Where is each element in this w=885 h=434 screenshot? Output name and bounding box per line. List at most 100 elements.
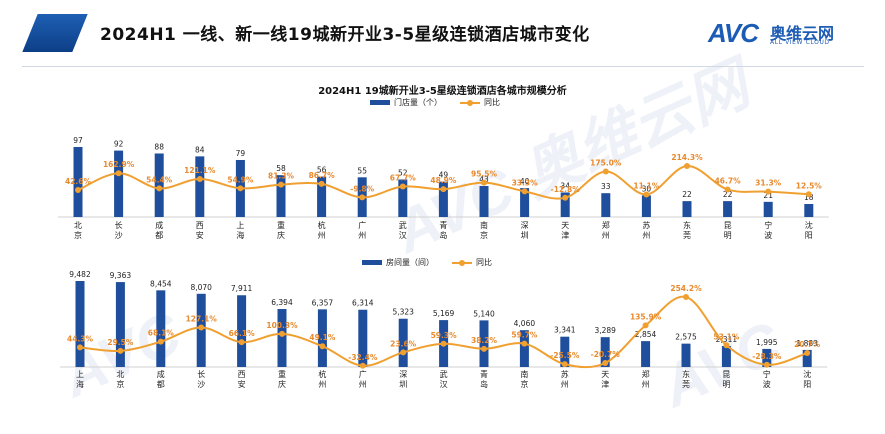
chart1-category-label: 阳	[805, 231, 813, 240]
chart2-category-label: 津	[601, 379, 609, 389]
chart1-category-label: 庆	[277, 230, 285, 240]
chart1-yoy-value-label: 54.4%	[146, 175, 173, 184]
chart2-category-label: 东	[682, 369, 690, 379]
chart1-category-label: 宁	[764, 220, 772, 230]
chart1-category-label: 东	[683, 220, 691, 230]
chart1-category-label: 长	[115, 220, 123, 230]
chart2-yoy-value-label: 53.1%	[713, 332, 740, 341]
chart1-yoy-point	[684, 162, 690, 169]
chart2-yoy-value-label: 38.2%	[471, 336, 498, 345]
chart1-category-label: 州	[642, 231, 650, 240]
chart2-category-label: 宁	[763, 369, 771, 379]
chart2-bar	[681, 343, 691, 367]
chart1-bar-value-label: 52	[398, 168, 408, 177]
chart2-category-label: 岛	[480, 379, 488, 389]
chart1-bar-value-label: 92	[114, 140, 124, 149]
chart2-bar	[115, 282, 125, 367]
chart2-category-label: 阳	[803, 380, 811, 389]
chart1-bar	[195, 156, 205, 217]
chart1-category-label: 天	[561, 221, 569, 230]
chart1-category-label: 郑	[602, 220, 610, 230]
legend-line-swatch	[452, 259, 472, 266]
chart2-category-label: 明	[722, 380, 730, 389]
chart1-yoy-value-label: 95.5%	[471, 170, 498, 179]
chart1-bar	[520, 188, 530, 217]
chart1-yoy-value-label: 42.6%	[65, 177, 92, 186]
chart1-yoy-point	[75, 187, 81, 194]
chart2-bar-value-label: 6,357	[312, 298, 334, 307]
chart2-yoy-value-label: 254.2%	[670, 284, 702, 293]
chart1-category-label: 津	[561, 230, 569, 240]
chart2-category-label: 京	[520, 379, 528, 389]
chart2-bar	[358, 309, 368, 367]
chart1-bar	[276, 175, 286, 217]
chart1-bar-value-label: 21	[763, 191, 773, 200]
chart2-yoy-value-label: 44.3%	[67, 334, 94, 343]
chart2-bar-value-label: 9,482	[69, 270, 91, 279]
legend-bar-swatch	[370, 100, 390, 105]
chart1-bar	[601, 193, 611, 217]
chart2-category-label: 成	[157, 369, 165, 379]
chart2-category-label: 天	[601, 370, 609, 379]
chart2-yoy-point	[198, 324, 205, 331]
chart1-category-label: 沈	[805, 220, 813, 230]
chart2-bar-value-label: 3,289	[594, 326, 616, 335]
chart1-yoy-value-label: 48.9%	[430, 176, 457, 185]
chart2-category-label: 广	[359, 369, 367, 379]
chart2-category-label: 海	[76, 379, 84, 389]
chart1-yoy-value-label: 162.9%	[103, 160, 135, 169]
chart1-yoy-point	[156, 185, 163, 192]
chart1-category-label: 圳	[521, 230, 529, 240]
chart2-bar-value-label: 7,911	[231, 284, 253, 293]
chart2-yoy-point	[400, 349, 407, 356]
logo-en-text: ALL VIEW CLOUD	[770, 39, 830, 46]
chart1-category-label: 青	[439, 220, 447, 230]
chart2-category-label: 郑	[642, 369, 650, 379]
chart2-category-label: 州	[359, 380, 367, 389]
chart2-category-label: 上	[76, 370, 84, 379]
chart1-bar	[73, 147, 83, 217]
chart2-yoy-value-label: 29.5%	[107, 338, 134, 347]
chart2-yoy-value-label: -20.7%	[591, 350, 621, 359]
legend-label-yoy: 同比	[476, 258, 492, 267]
legend-label-stores: 门店量（个）	[394, 98, 442, 107]
chart1-legend: 门店量（个） 同比	[370, 97, 500, 108]
chart1-category-label: 都	[155, 231, 163, 240]
chart2-bar-value-label: 8,454	[150, 279, 172, 288]
chart1-category-label: 州	[602, 231, 610, 240]
chart1-bar	[317, 176, 327, 217]
chart1-yoy-point	[521, 188, 528, 195]
chart1-yoy-value-label: 11.1%	[633, 181, 660, 190]
chart2-category-label: 州	[642, 380, 650, 389]
chart1-yoy-value-label: 86.7%	[309, 171, 336, 180]
chart1-bar-value-label: 55	[357, 166, 367, 175]
chart1-yoy-point	[643, 191, 650, 198]
chart2-category-label: 京	[116, 379, 124, 389]
chart2-bar	[237, 295, 247, 367]
chart1-yoy-point	[724, 186, 731, 193]
chart1-category-label: 昆	[724, 221, 732, 230]
chart2-category-label: 沙	[197, 380, 205, 389]
legend-line-swatch	[460, 99, 480, 106]
chart2-yoy-value-label: 23.6%	[390, 339, 417, 348]
chart2-category-label: 汉	[440, 380, 448, 389]
chart1-category-label: 深	[521, 221, 529, 230]
chart2-yoy-point	[521, 340, 528, 347]
chart2-yoy-value-label: 68.1%	[148, 329, 175, 338]
chart1-yoy-value-label: 31.3%	[755, 179, 782, 188]
chart1-category-label: 杭	[318, 220, 326, 230]
chart2-bar-value-label: 5,323	[392, 308, 414, 317]
chart1-category-label: 南	[480, 220, 488, 230]
chart1-yoy-point	[359, 194, 366, 201]
chart1-yoy-value-label: 33.3%	[512, 178, 539, 187]
chart2-yoy-value-label: -28.3%	[752, 352, 782, 361]
chart2-category-label: 庆	[278, 379, 286, 389]
chart2-category-label: 昆	[722, 370, 730, 379]
chart1-category-label: 海	[236, 230, 244, 240]
chart2-bar	[762, 348, 772, 367]
chart2-yoy-point	[238, 339, 245, 346]
chart2-category-label: 州	[561, 380, 569, 389]
chart2-bar	[519, 330, 529, 367]
chart2-yoy-value-label: 100.3%	[266, 321, 298, 330]
logo-cn-text: 奥维云网	[770, 24, 835, 43]
